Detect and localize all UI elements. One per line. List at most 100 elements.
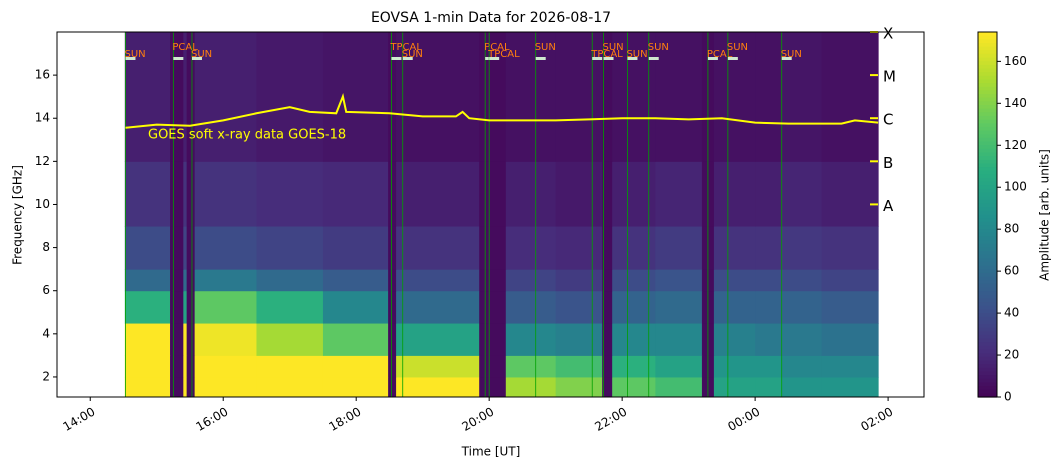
colorbar-band xyxy=(978,247,997,252)
colorbar-tick-label: 40 xyxy=(1004,306,1019,320)
colorbar-band xyxy=(978,280,997,285)
colorbar-band xyxy=(978,283,997,289)
colorbar-band xyxy=(978,291,997,296)
heatmap-cell xyxy=(781,290,823,324)
scan-label: SUN xyxy=(626,49,647,60)
colorbar-band xyxy=(978,137,997,143)
heatmap-cell xyxy=(505,269,557,292)
colorbar-band xyxy=(978,360,997,365)
heatmap-cell xyxy=(713,226,756,270)
heatmap-cell xyxy=(322,269,389,292)
heatmap-cell xyxy=(821,376,879,398)
x-tick-label: 00:00 xyxy=(725,405,762,434)
colorbar-band xyxy=(978,174,997,179)
heatmap-cell xyxy=(555,376,603,398)
colorbar-band xyxy=(978,112,997,117)
colorbar-band xyxy=(978,294,997,300)
colorbar-band xyxy=(978,86,997,91)
heatmap-cell xyxy=(396,226,480,270)
heatmap-cell xyxy=(183,161,188,227)
scan-label: PCAL xyxy=(707,49,733,60)
colorbar-band xyxy=(978,61,997,66)
scan-label: PCAL xyxy=(172,42,198,53)
class-label: M xyxy=(883,68,896,86)
heatmap-cell xyxy=(256,32,324,162)
class-label: C xyxy=(883,111,893,129)
y-tick-label: 4 xyxy=(42,326,50,340)
heatmap-cell xyxy=(555,32,603,162)
colorbar-band xyxy=(978,32,997,37)
heatmap-cell xyxy=(602,226,613,270)
colorbar-band xyxy=(978,152,997,157)
scan-label: SUN xyxy=(191,49,212,60)
colorbar-band xyxy=(978,240,997,245)
heatmap-cell xyxy=(655,269,703,292)
colorbar-band xyxy=(978,119,997,124)
colorbar-band xyxy=(978,192,997,197)
x-tick-label: 18:00 xyxy=(326,405,363,434)
heatmap-cell xyxy=(781,323,823,356)
y-tick-label: 14 xyxy=(35,111,50,125)
colorbar-tick-label: 20 xyxy=(1004,348,1019,362)
heatmap-cell xyxy=(170,269,184,292)
plot-frame xyxy=(56,31,925,398)
colorbar-band xyxy=(978,345,997,351)
colorbar-band xyxy=(978,203,997,208)
colorbar-band xyxy=(978,276,997,281)
heatmap-cell xyxy=(713,32,756,162)
heatmap-cell xyxy=(781,161,823,227)
y-tick-label: 10 xyxy=(35,197,50,211)
heatmap-cell xyxy=(713,323,756,356)
heatmap-cell xyxy=(194,323,257,356)
colorbar-band xyxy=(978,42,997,48)
colorbar-band xyxy=(978,35,997,40)
scan-label: SUN xyxy=(781,49,802,60)
colorbar-band xyxy=(978,313,997,318)
heatmap-cell xyxy=(256,355,324,378)
heatmap-cell xyxy=(124,376,171,398)
colorbar-band xyxy=(978,305,997,310)
colorbar-band xyxy=(978,221,997,227)
class-label: A xyxy=(883,197,894,215)
heatmap-cell xyxy=(194,290,257,324)
goes-annotation: GOES soft x-ray data GOES-18 xyxy=(148,128,346,143)
colorbar-tick-label: 160 xyxy=(1004,54,1027,68)
heatmap-cell xyxy=(655,161,703,227)
colorbar-band xyxy=(978,371,997,376)
heatmap-cell xyxy=(755,323,783,356)
heatmap-cell xyxy=(183,226,188,270)
colorbar-band xyxy=(978,382,997,387)
heatmap-cell xyxy=(124,32,171,162)
heatmap-cell xyxy=(755,376,783,398)
y-tick-label: 2 xyxy=(42,369,50,383)
colorbar-band xyxy=(978,75,997,81)
heatmap-cell xyxy=(713,161,756,227)
heatmap-cell xyxy=(170,376,184,398)
heatmap-cell xyxy=(655,355,703,378)
colorbar-band xyxy=(978,50,997,55)
colorbar-band xyxy=(978,364,997,369)
heatmap-cell xyxy=(602,290,613,324)
colorbar-band xyxy=(978,185,997,190)
colorbar-band xyxy=(978,309,997,314)
heatmap-cell xyxy=(388,290,397,324)
heatmap-cell xyxy=(183,355,188,378)
colorbar-band xyxy=(978,334,997,340)
colorbar-band xyxy=(978,181,997,186)
heatmap-cell xyxy=(555,290,603,324)
heatmap-cell xyxy=(612,355,656,378)
colorbar-band xyxy=(978,287,997,292)
heatmap-cell xyxy=(713,376,756,398)
heatmap-cell xyxy=(322,323,389,356)
colorbar-band xyxy=(978,243,997,248)
heatmap-cell xyxy=(322,161,389,227)
heatmap-cell xyxy=(713,290,756,324)
heatmap-cell xyxy=(388,226,397,270)
x-tick-label: 16:00 xyxy=(194,405,231,434)
heatmap-cell xyxy=(186,32,196,162)
colorbar-tick-label: 80 xyxy=(1004,222,1019,236)
heatmap-cell xyxy=(479,226,507,270)
colorbar-band xyxy=(978,108,997,113)
colorbar-band xyxy=(978,389,997,394)
colorbar-tick-label: 140 xyxy=(1004,96,1027,110)
